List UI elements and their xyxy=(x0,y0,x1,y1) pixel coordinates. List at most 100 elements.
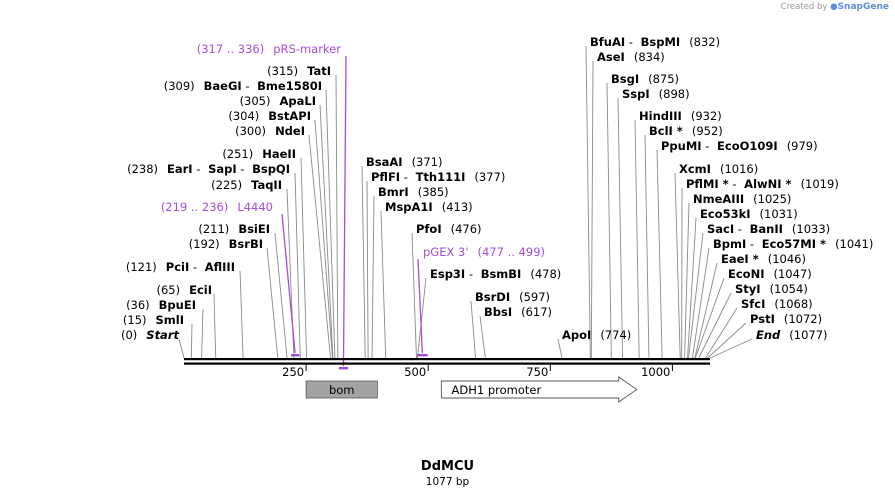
site-21-part-1: (597) xyxy=(519,290,550,304)
site-19-part-0: PfoI xyxy=(416,222,442,236)
site-label-31[interactable]: XcmI (1016) xyxy=(679,162,758,176)
site-label-27[interactable]: SspI (898) xyxy=(622,87,690,101)
site-38-part-0: EcoNI xyxy=(728,267,764,281)
site-11-part-1: BstAPI xyxy=(268,109,311,123)
site-line-14 xyxy=(335,74,339,359)
site-line-38 xyxy=(694,277,725,359)
site-label-29[interactable]: BclI * (952) xyxy=(649,124,723,138)
site-label-37[interactable]: EaeI * (1046) xyxy=(721,252,806,266)
credit-text: Created by xyxy=(780,2,828,12)
site-41-part-1: (1072) xyxy=(784,312,822,326)
site-13-part-1: BaeGI xyxy=(204,79,242,93)
site-label-14[interactable]: (315) TatI xyxy=(267,64,331,78)
primer-label-1[interactable]: (317 .. 336) pRS-marker xyxy=(197,42,342,56)
site-label-18[interactable]: MspA1I (413) xyxy=(385,200,473,214)
site-3-part-1: EciI xyxy=(189,283,212,297)
primer-0-part-1: L4440 xyxy=(237,200,273,214)
site-16-part-3: (377) xyxy=(474,170,505,184)
site-line-29 xyxy=(644,134,650,359)
site-line-28 xyxy=(634,119,640,359)
site-label-32[interactable]: PflMI * - AlwNI * (1019) xyxy=(686,177,839,191)
site-18-part-1: (413) xyxy=(442,200,473,214)
primer-line-0 xyxy=(281,213,296,354)
site-label-17[interactable]: BmrI (385) xyxy=(378,185,449,199)
site-label-19[interactable]: PfoI (476) xyxy=(416,222,482,236)
site-label-5[interactable]: (192) BsrBI xyxy=(189,237,263,251)
site-label-7[interactable]: (225) TaqII xyxy=(211,178,282,192)
site-label-10[interactable]: (300) NdeI xyxy=(235,124,305,138)
site-24-part-0: BfuAI xyxy=(590,35,625,49)
site-label-26[interactable]: BsgI (875) xyxy=(611,72,679,86)
primer-1-part-0: (317 .. 336) xyxy=(197,42,265,56)
primer-bar-1[interactable] xyxy=(338,367,349,370)
site-label-12[interactable]: (305) ApaLI xyxy=(240,94,316,108)
site-0-part-1: Start xyxy=(146,328,179,342)
site-label-21[interactable]: BsrDI (597) xyxy=(475,290,550,304)
site-label-22[interactable]: BbsI (617) xyxy=(484,305,552,319)
site-label-11[interactable]: (304) BstAPI xyxy=(228,109,311,123)
site-label-0[interactable]: (0) Start xyxy=(121,328,180,342)
site-label-34[interactable]: Eco53kI (1031) xyxy=(700,207,798,221)
site-37-part-0: EaeI * xyxy=(721,252,759,266)
site-label-15[interactable]: BsaAI (371) xyxy=(366,155,443,169)
tick-label-500: 500 xyxy=(404,365,426,379)
site-label-1[interactable]: (15) SmlI xyxy=(123,313,184,327)
site-label-33[interactable]: NmeAIII (1025) xyxy=(693,192,791,206)
site-line-25 xyxy=(590,60,594,359)
site-label-36[interactable]: BpmI - Eco57MI * (1041) xyxy=(713,237,873,251)
site-label-3[interactable]: (65) EciI xyxy=(156,283,212,297)
site-label-35[interactable]: SacI - BanII (1033) xyxy=(707,222,830,236)
site-line-3 xyxy=(213,293,217,359)
site-11-part-0: (304) xyxy=(228,109,259,123)
primer-label-2[interactable]: pGEX 3' (477 .. 499) xyxy=(423,245,545,259)
site-line-20 xyxy=(417,277,427,359)
primer-label-0[interactable]: (219 .. 236) L4440 xyxy=(161,200,273,214)
site-20-part-0: Esp3I xyxy=(430,267,465,281)
site-line-27 xyxy=(617,97,624,359)
site-8-part-1: EarI xyxy=(167,162,193,176)
site-20-part-3: (478) xyxy=(530,267,561,281)
site-label-13[interactable]: (309) BaeGI - Bme1580I xyxy=(164,79,322,93)
site-39-part-0: StyI xyxy=(735,282,761,296)
site-17-part-0: BmrI xyxy=(378,185,409,199)
site-13-part-3: Bme1580I xyxy=(257,79,322,93)
primer-bar-0[interactable] xyxy=(290,354,300,357)
site-29-part-1: (952) xyxy=(692,124,723,138)
site-label-30[interactable]: PpuMI - EcoO109I (979) xyxy=(661,139,818,153)
primer-bar-2[interactable] xyxy=(416,354,428,357)
site-label-8[interactable]: (238) EarI - SapI - BspQI xyxy=(127,162,290,176)
site-label-39[interactable]: StyI (1054) xyxy=(735,282,808,296)
site-4-part-0: (121) xyxy=(126,260,157,274)
site-line-36 xyxy=(691,247,710,359)
map-length: 1077 bp xyxy=(425,476,470,488)
site-15-part-1: (371) xyxy=(412,155,443,169)
site-label-9[interactable]: (251) HaeII xyxy=(222,147,296,161)
site-label-40[interactable]: SfcI (1068) xyxy=(741,297,813,311)
site-label-6[interactable]: (211) BsiEI xyxy=(198,222,270,236)
site-label-28[interactable]: HindIII (932) xyxy=(639,109,722,123)
credit-brand: SnapGene xyxy=(837,2,889,12)
site-label-24[interactable]: BfuAI - BspMI (832) xyxy=(590,35,720,49)
site-10-part-1: NdeI xyxy=(275,124,305,138)
site-35-part-3: (1033) xyxy=(792,222,830,236)
feature-adh1-promoter[interactable] xyxy=(440,376,638,403)
feature-bom[interactable] xyxy=(305,380,378,399)
site-label-20[interactable]: Esp3I - BsmBI (478) xyxy=(430,267,561,281)
site-label-4[interactable]: (121) PciI - AflIII xyxy=(126,260,235,274)
site-line-4 xyxy=(239,270,244,359)
primer-1-part-1: pRS-marker xyxy=(273,42,341,56)
site-label-38[interactable]: EcoNI (1047) xyxy=(728,267,812,281)
site-15-part-0: BsaAI xyxy=(366,155,403,169)
site-label-16[interactable]: PflFI - Tth111I (377) xyxy=(371,170,505,184)
site-line-15 xyxy=(361,165,366,359)
site-label-23[interactable]: ApoI (774) xyxy=(562,328,631,342)
site-label-2[interactable]: (36) BpuEI xyxy=(126,298,196,312)
site-label-25[interactable]: AseI (834) xyxy=(597,50,665,64)
site-16-part-1: - xyxy=(400,170,411,184)
site-label-42[interactable]: End (1077) xyxy=(756,328,828,342)
site-label-41[interactable]: PstI (1072) xyxy=(750,312,822,326)
site-24-part-2: BspMI xyxy=(641,35,681,49)
site-3-part-0: (65) xyxy=(156,283,180,297)
primer-line-2 xyxy=(417,258,423,354)
